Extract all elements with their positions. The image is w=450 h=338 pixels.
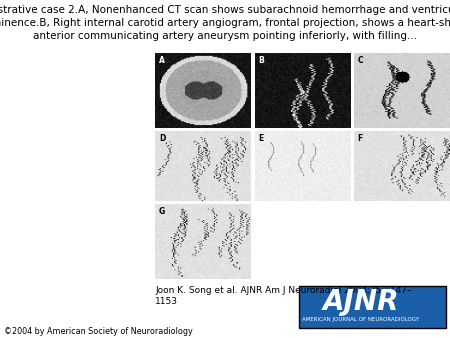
Text: G: G — [159, 207, 165, 216]
Text: F: F — [358, 134, 363, 143]
Text: ©2004 by American Society of Neuroradiology: ©2004 by American Society of Neuroradiol… — [4, 327, 193, 336]
Text: D: D — [159, 134, 166, 143]
Text: Joon K. Song et al. AJNR Am J Neuroradiol 2004;25:1147–
1153: Joon K. Song et al. AJNR Am J Neuroradio… — [155, 286, 412, 306]
Text: A: A — [159, 56, 165, 65]
FancyBboxPatch shape — [299, 286, 446, 328]
Text: C: C — [358, 56, 363, 65]
Text: B: B — [258, 56, 264, 65]
Text: E: E — [258, 134, 264, 143]
Text: AMERICAN JOURNAL OF NEURORADIOLOGY: AMERICAN JOURNAL OF NEURORADIOLOGY — [302, 317, 419, 322]
Text: Illustrative case 2.A, Nonenhanced CT scan shows subarachnoid hemorrhage and ven: Illustrative case 2.A, Nonenhanced CT sc… — [0, 5, 450, 42]
Text: AJNR: AJNR — [323, 288, 399, 316]
